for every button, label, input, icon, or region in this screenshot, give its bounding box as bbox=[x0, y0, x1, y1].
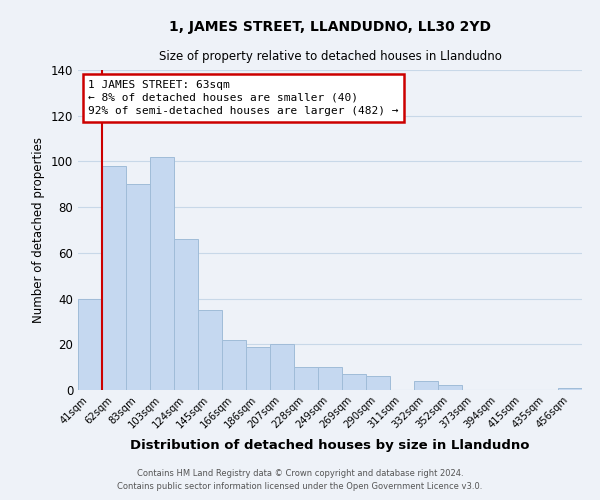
Bar bbox=[174, 239, 198, 390]
Bar bbox=[366, 376, 390, 390]
Bar bbox=[222, 340, 246, 390]
Bar bbox=[318, 367, 342, 390]
Y-axis label: Number of detached properties: Number of detached properties bbox=[32, 137, 45, 323]
Text: 1, JAMES STREET, LLANDUDNO, LL30 2YD: 1, JAMES STREET, LLANDUDNO, LL30 2YD bbox=[169, 20, 491, 34]
Bar bbox=[414, 381, 438, 390]
Text: Size of property relative to detached houses in Llandudno: Size of property relative to detached ho… bbox=[158, 50, 502, 63]
Bar bbox=[78, 298, 102, 390]
Bar bbox=[246, 346, 270, 390]
Bar bbox=[270, 344, 294, 390]
Bar bbox=[342, 374, 366, 390]
Bar bbox=[126, 184, 150, 390]
Bar bbox=[438, 386, 462, 390]
X-axis label: Distribution of detached houses by size in Llandudno: Distribution of detached houses by size … bbox=[130, 439, 530, 452]
Text: 1 JAMES STREET: 63sqm
← 8% of detached houses are smaller (40)
92% of semi-detac: 1 JAMES STREET: 63sqm ← 8% of detached h… bbox=[88, 80, 398, 116]
Text: Contains HM Land Registry data © Crown copyright and database right 2024.: Contains HM Land Registry data © Crown c… bbox=[137, 468, 463, 477]
Bar bbox=[294, 367, 318, 390]
Bar bbox=[198, 310, 222, 390]
Bar bbox=[102, 166, 126, 390]
Bar bbox=[558, 388, 582, 390]
Bar bbox=[150, 157, 174, 390]
Text: Contains public sector information licensed under the Open Government Licence v3: Contains public sector information licen… bbox=[118, 482, 482, 491]
